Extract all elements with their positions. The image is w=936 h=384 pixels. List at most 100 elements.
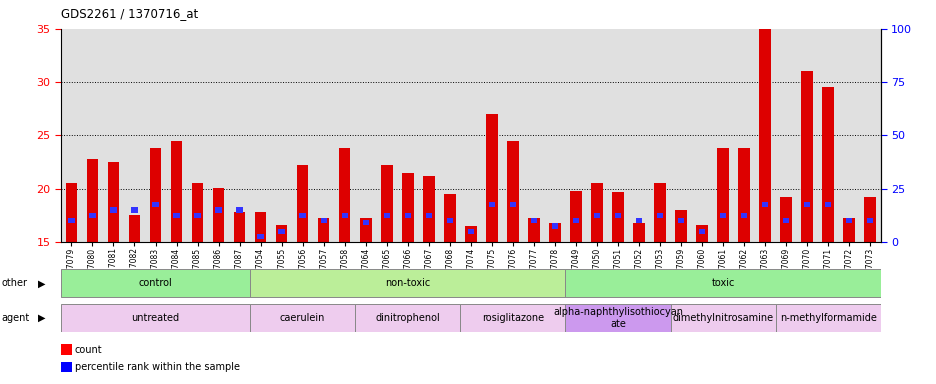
Bar [564,270,880,297]
Bar [758,29,770,242]
Bar [551,223,558,228]
Text: GDS2261 / 1370716_at: GDS2261 / 1370716_at [61,7,197,20]
Bar [782,218,788,223]
Text: non-toxic: non-toxic [385,278,430,288]
Text: percentile rank within the sample: percentile rank within the sample [75,362,240,372]
Bar [614,213,621,218]
Bar [66,183,77,242]
Bar [250,304,355,331]
Bar [250,270,564,297]
Bar [61,270,250,297]
Bar [128,215,140,242]
Bar [320,218,327,223]
Bar [297,165,308,242]
Bar [548,223,560,242]
Bar [234,212,245,242]
Bar [89,213,95,218]
Bar [425,213,431,218]
Text: rosiglitazone: rosiglitazone [481,313,544,323]
Bar [381,165,392,242]
Bar [611,192,623,242]
Bar [170,141,183,242]
Bar [192,183,203,242]
Bar [825,202,830,207]
Bar [636,218,641,223]
Bar [698,228,705,234]
Bar [864,197,875,242]
Bar [572,218,578,223]
Text: caerulein: caerulein [280,313,325,323]
Bar [593,213,600,218]
Bar [530,218,536,223]
Bar [362,220,369,225]
Bar [257,234,264,239]
Bar [173,213,180,218]
Text: count: count [75,345,102,355]
Text: toxic: toxic [710,278,734,288]
Bar [446,218,452,223]
Bar [460,304,564,331]
Bar [339,148,350,242]
Bar [803,202,810,207]
Bar [355,304,460,331]
Bar [800,71,812,242]
Bar [255,212,266,242]
Bar [317,218,329,242]
Bar [675,210,686,242]
Text: alpha-naphthylisothiocyan
ate: alpha-naphthylisothiocyan ate [552,307,682,329]
Text: ▶: ▶ [37,278,45,288]
Bar [150,148,161,242]
Bar [656,213,663,218]
Bar [275,225,287,242]
Bar [738,148,749,242]
Text: other: other [2,278,28,288]
Bar [278,228,285,234]
Bar [717,148,728,242]
Bar [780,197,791,242]
Bar [740,213,747,218]
Bar [822,88,833,242]
Bar [670,304,775,331]
Bar [61,304,250,331]
Bar [422,176,434,242]
Bar [131,207,138,213]
Bar [153,202,158,207]
Bar [215,207,222,213]
Bar [383,213,389,218]
Bar [695,225,707,242]
Bar [842,218,855,242]
Bar [486,114,497,242]
Bar [845,218,852,223]
Bar [509,202,516,207]
Bar [341,213,347,218]
Text: n-methylformamide: n-methylformamide [779,313,876,323]
Bar [464,226,476,242]
Bar [467,228,474,234]
Bar [68,218,75,223]
Bar [402,173,413,242]
Bar [86,159,98,242]
Bar [719,213,725,218]
Bar [775,304,880,331]
Bar [404,213,411,218]
Bar [564,304,670,331]
Text: control: control [139,278,172,288]
Bar [444,194,455,242]
Bar [570,191,581,242]
Bar [300,213,305,218]
Bar [212,187,224,242]
Text: agent: agent [2,313,30,323]
Bar [108,162,119,242]
Bar [677,218,683,223]
Bar [866,218,872,223]
Bar [110,207,116,213]
Bar [591,183,602,242]
Bar [528,218,539,242]
Bar [506,141,519,242]
Bar [236,207,242,213]
Text: dimethylnitrosamine: dimethylnitrosamine [672,313,773,323]
Bar [489,202,494,207]
Bar [653,183,665,242]
Bar [633,223,644,242]
Text: ▶: ▶ [37,313,45,323]
